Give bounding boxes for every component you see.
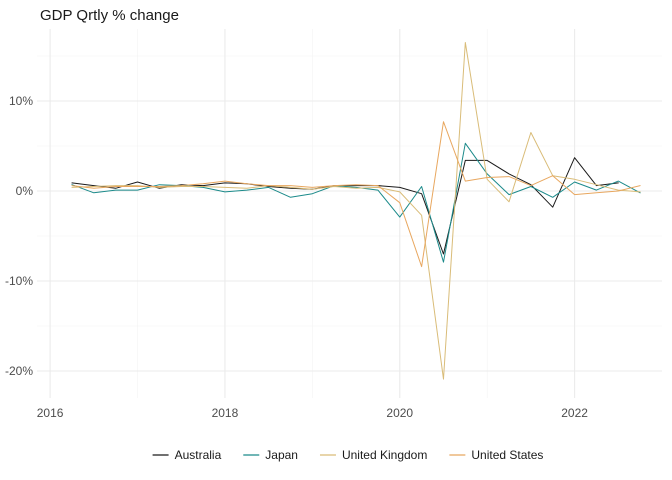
y-axis-ticks: -20% -10% 0% 10% <box>5 94 33 378</box>
x-tick-label: 2018 <box>212 406 239 420</box>
y-tick-label: 0% <box>16 184 34 198</box>
series-line-united-kingdom <box>71 42 641 380</box>
series-line-japan <box>71 142 641 263</box>
grid <box>37 29 662 398</box>
legend-item-united-kingdom: United Kingdom <box>319 448 427 462</box>
legend: Australia Japan United Kingdom United State… <box>152 448 543 462</box>
y-tick-label: 10% <box>9 94 33 108</box>
y-tick-label: -20% <box>5 364 33 378</box>
x-axis-ticks: 2016 2018 2020 2022 <box>37 406 588 420</box>
legend-label: United States <box>471 448 543 462</box>
x-tick-label: 2022 <box>561 406 588 420</box>
legend-label: United Kingdom <box>342 448 427 462</box>
x-tick-label: 2020 <box>386 406 413 420</box>
series-line-united-states <box>71 121 641 268</box>
legend-item-australia: Australia <box>152 448 222 462</box>
legend-label: Japan <box>265 448 298 462</box>
series-lines <box>71 42 641 380</box>
chart-title: GDP Qrtly % change <box>40 7 179 24</box>
legend-label: Australia <box>175 448 222 462</box>
x-tick-label: 2016 <box>37 406 64 420</box>
legend-item-united-states: United States <box>449 448 543 462</box>
legend-item-japan: Japan <box>243 448 298 462</box>
series-line-australia <box>71 157 619 255</box>
y-tick-label: -10% <box>5 274 33 288</box>
